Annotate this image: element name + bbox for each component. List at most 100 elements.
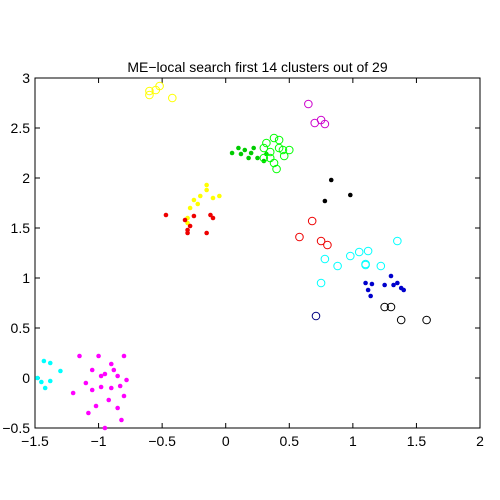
- data-point: [58, 368, 63, 374]
- data-point: [191, 213, 197, 219]
- data-point: [284, 145, 294, 155]
- series-4: [185, 182, 222, 226]
- data-point: [204, 182, 209, 188]
- y-tick-label: −0.5: [2, 420, 30, 436]
- x-tick-label: 1: [349, 433, 357, 449]
- data-point: [102, 371, 108, 377]
- data-point: [311, 311, 321, 321]
- series-11: [363, 273, 407, 299]
- data-point: [304, 99, 313, 109]
- data-point: [274, 135, 284, 145]
- data-point: [83, 380, 89, 386]
- y-tick-label: 2: [22, 170, 30, 186]
- data-point: [47, 360, 53, 366]
- data-point: [251, 145, 256, 151]
- data-point: [391, 282, 396, 288]
- series-7: [295, 216, 332, 250]
- data-point: [316, 278, 326, 288]
- data-point: [246, 155, 251, 161]
- x-tick-label: −1.5: [21, 433, 49, 449]
- x-tick-label: 0: [222, 433, 230, 449]
- data-point: [42, 385, 48, 391]
- data-point: [102, 425, 108, 431]
- data-point: [316, 236, 326, 246]
- series-10: [316, 236, 402, 288]
- series-8: [322, 177, 353, 204]
- data-point: [422, 315, 431, 325]
- y-tick-label: 1.5: [11, 220, 31, 236]
- data-point: [248, 150, 254, 156]
- data-point: [259, 143, 269, 153]
- chart-title: ME−local search first 14 clusters out of…: [127, 59, 387, 75]
- series-5: [145, 81, 177, 103]
- data-point: [208, 212, 213, 218]
- data-point: [185, 227, 190, 233]
- data-points: [35, 81, 431, 431]
- data-point: [77, 353, 82, 359]
- data-point: [396, 315, 406, 325]
- data-point: [86, 410, 91, 416]
- data-point: [145, 90, 154, 100]
- data-point: [117, 383, 123, 389]
- y-axis: −0.5 0 0.5 1 1.5 2 2.5 3: [2, 70, 480, 436]
- data-point: [35, 375, 40, 381]
- y-tick-label: 2.5: [11, 120, 31, 136]
- data-point: [238, 151, 244, 157]
- series-9: [304, 99, 330, 129]
- data-point: [155, 81, 164, 91]
- series-13: [380, 302, 431, 325]
- data-point: [145, 86, 154, 96]
- y-tick-label: 0: [22, 370, 30, 386]
- data-point: [269, 133, 279, 143]
- x-tick-label: −1: [91, 433, 107, 449]
- series-1: [70, 353, 129, 431]
- y-tick-label: 0.5: [11, 320, 31, 336]
- data-point: [96, 353, 101, 359]
- data-point: [163, 212, 169, 218]
- data-point: [295, 232, 304, 242]
- data-point: [278, 145, 288, 155]
- data-point: [320, 254, 330, 264]
- data-point: [259, 153, 269, 163]
- series-6: [163, 212, 216, 236]
- data-point: [210, 195, 216, 201]
- data-point: [108, 385, 114, 391]
- data-point: [195, 201, 201, 207]
- data-point: [204, 230, 209, 236]
- data-point: [93, 403, 99, 409]
- data-point: [323, 240, 332, 250]
- x-tick-label: 2: [476, 433, 484, 449]
- data-point: [363, 280, 368, 286]
- data-point: [121, 353, 127, 359]
- data-point: [393, 236, 402, 246]
- data-point: [363, 246, 373, 256]
- plot-border: [34, 77, 481, 429]
- data-point: [242, 147, 248, 153]
- data-point: [98, 373, 104, 379]
- data-point: [361, 260, 370, 270]
- data-point: [376, 261, 386, 271]
- data-point: [386, 302, 396, 312]
- x-tick-label: 1.5: [407, 433, 427, 449]
- data-point: [187, 223, 193, 229]
- data-point: [182, 217, 188, 223]
- data-point: [47, 378, 53, 384]
- data-point: [388, 273, 394, 279]
- plot-frame: [34, 77, 481, 429]
- data-point: [191, 197, 197, 203]
- data-point: [115, 405, 120, 411]
- data-point: [197, 193, 203, 199]
- data-point: [108, 361, 114, 367]
- x-tick-label: 0.5: [280, 433, 300, 449]
- data-point: [382, 282, 387, 288]
- data-point: [217, 193, 222, 199]
- data-point: [168, 93, 177, 103]
- data-point: [98, 384, 104, 390]
- data-point: [124, 377, 129, 383]
- data-point: [89, 387, 95, 393]
- data-point: [328, 177, 334, 183]
- data-point: [255, 155, 260, 161]
- data-point: [307, 216, 317, 226]
